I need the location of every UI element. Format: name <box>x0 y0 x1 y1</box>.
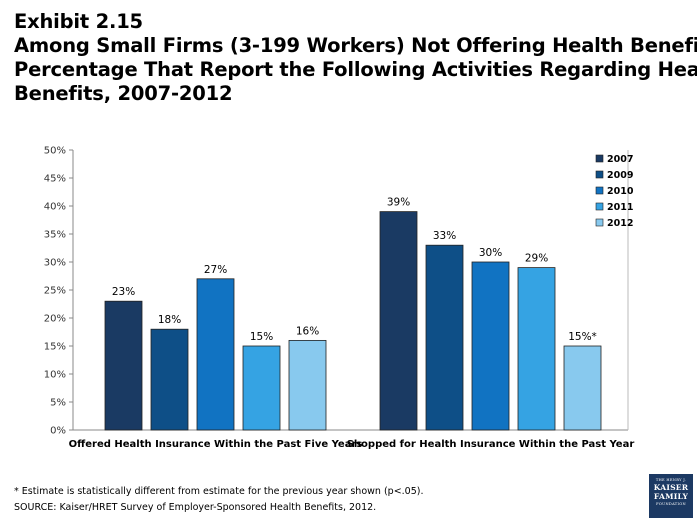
y-tick-label: 20% <box>44 314 66 325</box>
data-label: 39% <box>387 197 410 209</box>
y-tick-label: 10% <box>44 370 66 381</box>
y-tick-label: 25% <box>44 286 66 297</box>
data-label: 15%* <box>568 331 597 343</box>
legend-swatch <box>595 202 604 211</box>
y-tick-label: 45% <box>44 174 66 185</box>
kff-logo: THE HENRY J. KAISER FAMILY FOUNDATION <box>649 474 693 518</box>
title-line: Benefits, 2007-2012 <box>14 82 233 105</box>
bar <box>563 345 602 431</box>
bar <box>104 300 143 431</box>
y-tick-label: 15% <box>44 342 66 353</box>
data-label: 16% <box>296 325 319 337</box>
logo-line: THE HENRY J. <box>655 478 687 482</box>
footnote-note: * Estimate is statistically different fr… <box>14 486 424 497</box>
legend-label: 2010 <box>607 186 634 197</box>
legend-swatch <box>595 154 604 163</box>
y-tick-label: 5% <box>50 398 66 409</box>
y-tick-label: 50% <box>44 146 66 157</box>
data-label: 29% <box>525 253 548 265</box>
chart-title: Exhibit 2.15 Among Small Firms (3-199 Wo… <box>14 10 697 106</box>
bar <box>471 261 510 431</box>
bar <box>517 267 556 431</box>
data-label: 18% <box>158 314 181 326</box>
title-line: Percentage That Report the Following Act… <box>14 58 697 81</box>
logo-line: FAMILY <box>653 492 689 501</box>
footnote-source: SOURCE: Kaiser/HRET Survey of Employer-S… <box>14 502 377 513</box>
bar <box>425 244 464 431</box>
legend-label: 2009 <box>607 170 633 181</box>
y-tick-label: 40% <box>44 202 66 213</box>
title-line: Among Small Firms (3-199 Workers) Not Of… <box>14 34 697 57</box>
legend-label: 2007 <box>607 154 633 165</box>
legend-swatch <box>595 186 604 195</box>
y-tick-label: 0% <box>50 426 66 437</box>
category-label: Shopped for Health Insurance Within the … <box>347 439 635 450</box>
bar <box>288 339 327 431</box>
title-line: Exhibit 2.15 <box>14 10 143 33</box>
bar <box>196 278 235 431</box>
data-label: 33% <box>433 230 456 242</box>
logo-line: FOUNDATION <box>656 502 686 506</box>
data-label: 15% <box>250 331 273 343</box>
legend-label: 2012 <box>607 218 633 229</box>
logo-line: KAISER <box>653 483 689 492</box>
category-label: Offered Health Insurance Within the Past… <box>69 439 363 450</box>
data-label: 30% <box>479 247 502 259</box>
data-label: 23% <box>112 286 135 298</box>
legend-swatch <box>595 170 604 179</box>
y-tick-label: 30% <box>44 258 66 269</box>
bar <box>150 328 189 431</box>
bar <box>242 345 281 431</box>
data-label: 27% <box>204 264 227 276</box>
y-tick-label: 35% <box>44 230 66 241</box>
legend-label: 2011 <box>607 202 633 213</box>
bar <box>379 211 418 431</box>
footnote: * Estimate is statistically different fr… <box>14 484 423 516</box>
legend-swatch <box>595 218 604 227</box>
